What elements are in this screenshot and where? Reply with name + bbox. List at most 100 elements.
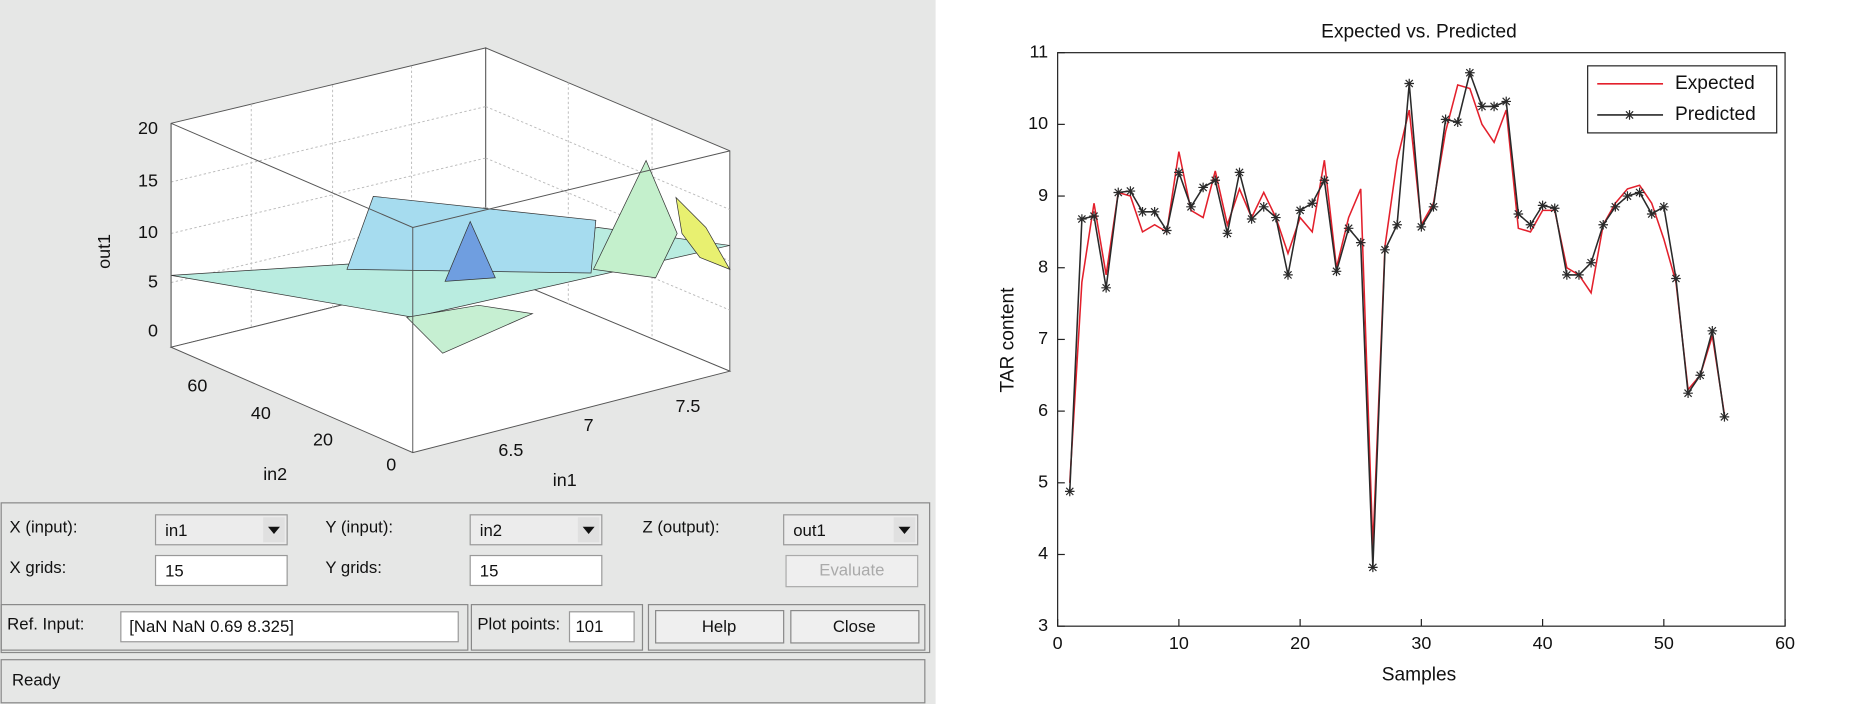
marker xyxy=(1610,202,1621,212)
surface-dip xyxy=(406,304,534,354)
marker xyxy=(1392,219,1402,230)
y-tick-label: 9 xyxy=(1038,185,1048,205)
y-axis-label: TAR content xyxy=(998,287,1019,393)
marker xyxy=(1707,326,1718,336)
ref-frame xyxy=(0,604,469,651)
marker xyxy=(1452,117,1463,128)
z-tick-label: 5 xyxy=(148,271,158,291)
marker xyxy=(1489,101,1499,112)
marker xyxy=(1380,245,1390,255)
help-button[interactable]: Help xyxy=(655,610,785,644)
status-bar xyxy=(0,659,926,704)
y-input-dropdown[interactable]: in2 xyxy=(469,514,603,546)
button-frame xyxy=(647,604,926,651)
surface-plot xyxy=(169,47,732,454)
label: X grids: xyxy=(10,558,67,577)
legend-label: Expected xyxy=(1675,73,1755,94)
button-label: Evaluate xyxy=(819,561,884,580)
input-value: 15 xyxy=(480,562,499,581)
x-tick-label: 30 xyxy=(1411,633,1431,653)
marker xyxy=(1416,222,1427,232)
in1-axis-label: in1 xyxy=(553,470,577,490)
y-tick-label: 3 xyxy=(1038,615,1048,635)
marker xyxy=(1646,209,1657,219)
series-line xyxy=(1068,70,1726,568)
marker xyxy=(1513,209,1524,219)
in2-tick-label: 40 xyxy=(251,403,271,423)
marker xyxy=(1077,214,1087,224)
marker xyxy=(1598,219,1608,230)
marker xyxy=(1355,237,1366,248)
marker xyxy=(1210,175,1221,186)
x-tick-label: 60 xyxy=(1775,633,1795,653)
marker xyxy=(1634,187,1645,198)
z-tick-label: 20 xyxy=(138,118,158,138)
marker xyxy=(1428,202,1439,212)
x-axis-label: Samples xyxy=(1382,664,1456,685)
marker xyxy=(1174,167,1184,178)
marker xyxy=(1622,191,1633,201)
marker xyxy=(1137,207,1148,217)
marker xyxy=(1537,200,1548,211)
legend-label: Predicted xyxy=(1675,104,1756,125)
x-grids-input[interactable]: 15 xyxy=(154,554,288,587)
marker xyxy=(1404,78,1415,89)
surface-high xyxy=(675,196,731,271)
z-output-dropdown[interactable]: out1 xyxy=(783,514,919,546)
ref-input[interactable]: [NaN NaN 0.69 8.325] xyxy=(120,611,459,643)
x-tick-label: 40 xyxy=(1533,633,1553,653)
marker xyxy=(1283,270,1293,280)
plot-points-input[interactable]: 101 xyxy=(568,611,635,643)
marker xyxy=(1186,202,1196,212)
y-tick-label: 11 xyxy=(1029,41,1048,61)
marker xyxy=(1234,167,1245,178)
z-tick-label: 15 xyxy=(138,171,158,191)
marker xyxy=(1064,486,1075,497)
marker xyxy=(1574,270,1584,280)
y-tick-label: 4 xyxy=(1038,543,1048,563)
marker xyxy=(1586,257,1596,268)
input-value: 101 xyxy=(575,617,603,636)
y-grids-input[interactable]: 15 xyxy=(469,554,603,587)
close-button[interactable]: Close xyxy=(790,610,920,644)
marker xyxy=(1271,212,1281,223)
legend-box xyxy=(1587,65,1778,134)
input-value: [NaN NaN 0.69 8.325] xyxy=(129,617,294,636)
in1-tick-label: 7 xyxy=(584,415,594,435)
marker xyxy=(1089,211,1099,221)
evaluate-button[interactable]: Evaluate xyxy=(785,554,919,588)
marker xyxy=(1368,562,1378,573)
marker xyxy=(1671,273,1681,284)
marker xyxy=(1501,96,1512,107)
surface-valley xyxy=(444,220,496,282)
x-input-dropdown[interactable]: in1 xyxy=(154,514,288,546)
in2-tick-label: 0 xyxy=(386,454,396,474)
x-tick-label: 50 xyxy=(1654,633,1674,653)
marker xyxy=(1477,101,1487,112)
control-frame xyxy=(0,502,931,654)
marker xyxy=(1258,202,1269,212)
marker xyxy=(1307,198,1318,209)
in2-axis-label: in2 xyxy=(263,464,287,484)
in1-tick-label: 6.5 xyxy=(498,440,523,460)
button-label: Close xyxy=(833,617,876,636)
x-tick-label: 0 xyxy=(1053,633,1063,653)
surface-peak xyxy=(592,159,678,279)
marker xyxy=(1683,388,1693,398)
marker xyxy=(1319,175,1330,186)
label: Plot points: xyxy=(477,614,560,633)
marker xyxy=(1222,228,1233,239)
marker xyxy=(1113,187,1124,198)
marker xyxy=(1719,412,1730,422)
in2-tick-label: 60 xyxy=(187,375,207,395)
z-axis-label: out1 xyxy=(94,234,114,269)
in1-tick-label: 7.5 xyxy=(675,396,700,416)
y-tick-label: 5 xyxy=(1038,472,1048,492)
controls: X (input): in1 Y (input): in2 Z (output)… xyxy=(0,502,931,704)
marker xyxy=(1149,207,1160,217)
marker xyxy=(1161,225,1172,236)
marker xyxy=(1525,219,1536,230)
marker xyxy=(1465,67,1475,78)
marker xyxy=(1343,223,1354,234)
